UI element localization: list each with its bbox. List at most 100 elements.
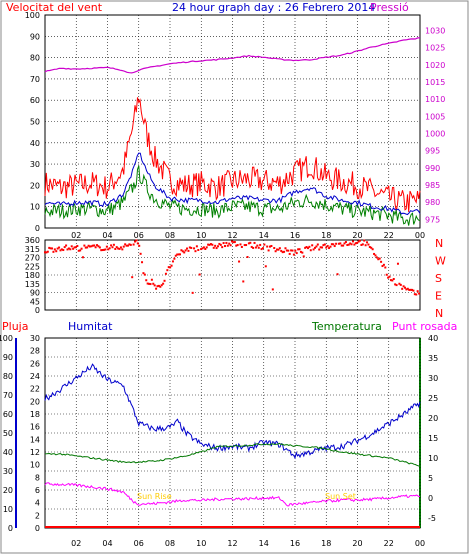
direction-point xyxy=(193,247,196,250)
wind-x-tick-18: 18 xyxy=(321,231,331,240)
humidity-y-tick-60: 60 xyxy=(3,410,13,419)
direction-point xyxy=(66,248,69,251)
direction-point xyxy=(382,263,385,266)
direction-point xyxy=(359,239,361,242)
direction-point xyxy=(418,292,421,295)
direction-point xyxy=(247,242,250,245)
pressure-y-tick-1015: 1015 xyxy=(425,78,445,87)
direction-point xyxy=(87,244,90,247)
rain-y-tick-2: 2 xyxy=(35,511,40,520)
direction-point xyxy=(181,250,184,253)
pressure-line xyxy=(44,37,421,74)
humidity-label: Humitat xyxy=(68,320,113,333)
direction-point xyxy=(416,290,419,293)
direction-point xyxy=(187,249,190,252)
direction-point xyxy=(271,288,274,291)
direction-point xyxy=(208,243,211,246)
direction-point xyxy=(228,242,231,245)
humidity-y-tick-0: 0 xyxy=(8,524,13,533)
direction-point xyxy=(219,243,222,246)
direction-point xyxy=(291,249,294,252)
direction-point xyxy=(266,245,269,248)
rain-y-tick-28: 28 xyxy=(30,347,40,356)
direction-point xyxy=(346,244,349,247)
direction-point xyxy=(342,244,345,247)
direction-point xyxy=(153,284,156,287)
direction-point xyxy=(295,252,298,255)
direction-point xyxy=(404,286,406,289)
direction-point xyxy=(53,248,56,251)
wind-x-tick-02: 02 xyxy=(71,231,81,240)
direction-point xyxy=(216,245,219,248)
temperature-label: Temperatura xyxy=(311,320,382,333)
humidity-y-tick-70: 70 xyxy=(3,391,13,400)
direction-y-tick-0: 0 xyxy=(35,306,40,315)
direction-point xyxy=(126,244,129,247)
direction-point xyxy=(301,251,304,254)
direction-point xyxy=(394,283,397,286)
temperature-line xyxy=(44,442,421,467)
direction-point xyxy=(204,248,207,251)
direction-point xyxy=(136,242,139,245)
wind-x-tick-22: 22 xyxy=(384,231,394,240)
pressure-y-tick-1030: 1030 xyxy=(425,26,445,35)
direction-point xyxy=(257,246,260,249)
direction-point xyxy=(385,273,388,276)
wind-time-axis: 02 04 06 08 10 12 14 16 18 20 22 00 xyxy=(71,231,425,240)
direction-point xyxy=(413,293,416,296)
direction-point xyxy=(77,249,80,252)
direction-point xyxy=(292,253,295,256)
humidity-y-tick-50: 50 xyxy=(3,429,13,438)
direction-y-tick-135: 135 xyxy=(25,280,40,289)
direction-point xyxy=(76,244,79,247)
direction-point xyxy=(315,245,318,248)
direction-point xyxy=(195,245,198,248)
humidity-y-tick-90: 90 xyxy=(3,353,13,362)
pressure-y-tick-1010: 1010 xyxy=(425,95,445,104)
direction-point xyxy=(336,273,339,276)
humidity-y-tick-100: 100 xyxy=(0,334,13,343)
direction-point xyxy=(110,244,113,247)
direction-point xyxy=(364,244,367,247)
direction-point xyxy=(114,247,117,250)
direction-point xyxy=(163,279,166,282)
direction-point xyxy=(141,261,144,264)
wind-x-tick-00: 00 xyxy=(415,231,425,240)
wind-y-tick-20: 20 xyxy=(30,181,40,190)
direction-point xyxy=(325,246,328,249)
direction-y-tick-270: 270 xyxy=(25,254,40,263)
direction-point xyxy=(381,265,384,268)
direction-point xyxy=(148,282,151,285)
direction-point xyxy=(349,242,352,245)
direction-point xyxy=(212,246,215,249)
direction-point xyxy=(243,244,246,247)
direction-point xyxy=(240,245,243,248)
direction-point xyxy=(191,291,194,294)
direction-point xyxy=(232,241,235,244)
direction-point xyxy=(125,244,128,247)
direction-point xyxy=(322,244,325,247)
humidity-x-tick-04: 04 xyxy=(102,539,112,548)
wind-y-tick-70: 70 xyxy=(30,75,40,84)
direction-point xyxy=(183,251,186,254)
direction-point xyxy=(214,244,217,247)
direction-point xyxy=(63,246,66,249)
direction-point xyxy=(308,245,311,248)
direction-point xyxy=(396,262,399,265)
direction-point xyxy=(124,243,127,246)
direction-point xyxy=(152,282,155,285)
rain-label: Pluja xyxy=(2,320,28,333)
wind-x-tick-08: 08 xyxy=(165,231,175,240)
direction-point xyxy=(201,247,204,250)
temperature-y-tick-15: 15 xyxy=(428,434,438,443)
direction-point xyxy=(103,248,106,251)
direction-point xyxy=(259,243,262,246)
humidity-y-tick-10: 10 xyxy=(3,505,13,514)
direction-point xyxy=(312,248,315,251)
wind-y-tick-90: 90 xyxy=(30,32,40,41)
humidity-x-tick-12: 12 xyxy=(227,539,237,548)
direction-point xyxy=(122,245,125,248)
